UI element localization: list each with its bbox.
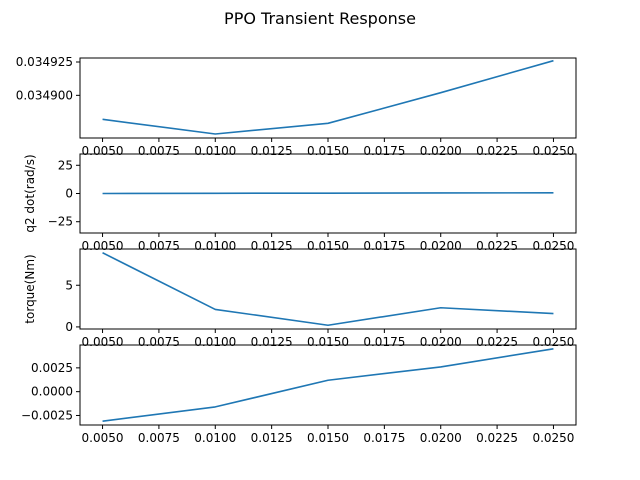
y-tick-label: −25	[48, 215, 73, 229]
x-tick-label: 0.0225	[476, 335, 518, 349]
subplot-2: 0.0050 0.0075 0.0100 0.0125 0.0150 0.0175 0.02…	[23, 153, 577, 253]
x-tick-label: 0.0250	[532, 431, 574, 445]
y-tick-label: 0	[65, 320, 73, 334]
x-tick-label: 0.0050	[82, 431, 124, 445]
x-tick-label: 0.0100	[194, 335, 236, 349]
x-tick-label: 0.0050	[82, 335, 124, 349]
y-tick-label: 25	[58, 158, 73, 172]
x-tick-label: 0.0125	[251, 335, 293, 349]
x-tick-label: 0.0175	[363, 431, 405, 445]
y-axis-label: torque(Nm)	[23, 254, 37, 323]
x-tick-label: 0.0150	[307, 431, 349, 445]
y-tick-label: −0.0025	[21, 408, 73, 422]
x-tick-label: 0.0175	[363, 335, 405, 349]
x-tick-label: 0.0100	[194, 239, 236, 253]
x-tick-label: 0.0200	[420, 239, 462, 253]
y-tick-label: 0.0000	[31, 385, 73, 399]
x-tick-label: 0.0200	[420, 431, 462, 445]
series-line-3	[102, 252, 554, 327]
x-tick-label: 0.0150	[307, 239, 349, 253]
x-tick-label: 0.0250	[532, 239, 574, 253]
subplot-3: 0.0050 0.0075 0.0100 0.0125 0.0150 0.0175 0.02…	[23, 248, 577, 349]
x-tick-label: 0.0200	[420, 335, 462, 349]
x-tick-label: 0.0125	[251, 239, 293, 253]
x-tick-label: 0.0075	[138, 431, 180, 445]
x-tick-label: 0.0125	[251, 431, 293, 445]
series-line-2	[102, 192, 554, 195]
y-tick-label: 0.0025	[31, 361, 73, 375]
y-tick-label: 0.034925	[16, 55, 73, 69]
series-line-4	[102, 348, 554, 422]
y-axis-label: q2 dot(rad/s)	[23, 154, 37, 232]
x-tick-label: 0.0050	[82, 144, 124, 158]
figure-title: PPO Transient Response	[224, 9, 416, 28]
x-tick-label: 0.0175	[363, 239, 405, 253]
subplot-4: 0.0050 0.0075 0.0100 0.0125 0.0150 0.0175 0.02…	[21, 344, 577, 445]
x-tick-label: 0.0150	[307, 335, 349, 349]
x-tick-label: 0.0200	[420, 144, 462, 158]
x-tick-label: 0.0225	[476, 431, 518, 445]
x-tick-label: 0.0150	[307, 144, 349, 158]
y-tick-label: 0.034900	[16, 88, 73, 102]
x-tick-label: 0.0175	[363, 144, 405, 158]
x-tick-label: 0.0075	[138, 239, 180, 253]
x-tick-label: 0.0250	[532, 144, 574, 158]
x-tick-label: 0.0125	[251, 144, 293, 158]
axes-frame	[79, 248, 577, 330]
y-tick-label: 5	[65, 278, 73, 292]
y-tick-label: 0	[65, 187, 73, 201]
x-tick-label: 0.0100	[194, 144, 236, 158]
x-tick-label: 0.0225	[476, 239, 518, 253]
x-tick-label: 0.0075	[138, 144, 180, 158]
subplots: 0.0050 0.0075 0.0100 0.0125 0.0150 0.0175 0.02…	[16, 55, 577, 445]
x-tick-label: 0.0225	[476, 144, 518, 158]
series-line-1	[102, 59, 554, 135]
x-tick-label: 0.0075	[138, 335, 180, 349]
x-tick-label: 0.0250	[532, 335, 574, 349]
subplot-1: 0.0050 0.0075 0.0100 0.0125 0.0150 0.0175 0.02…	[16, 55, 577, 158]
x-tick-label: 0.0050	[82, 239, 124, 253]
x-tick-label: 0.0100	[194, 431, 236, 445]
